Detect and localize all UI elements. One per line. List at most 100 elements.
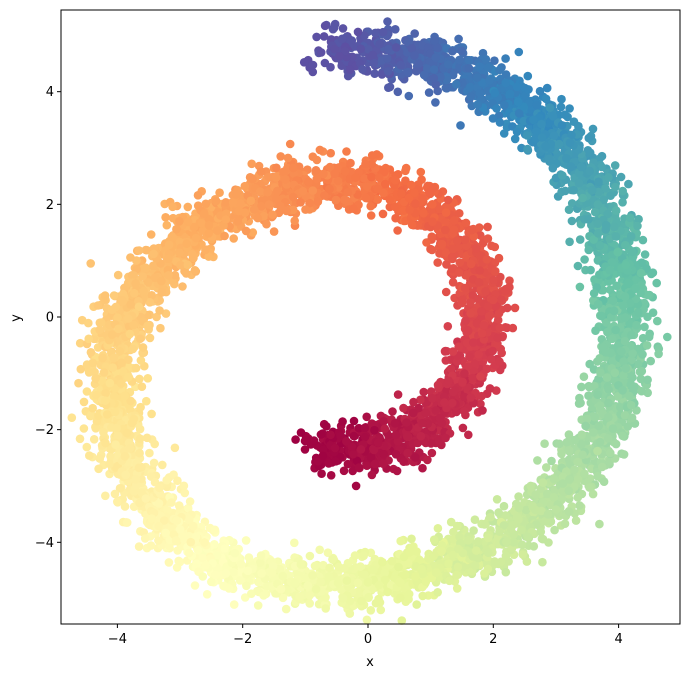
scatter-point	[466, 309, 476, 318]
scatter-point	[202, 590, 212, 599]
scatter-point	[412, 600, 422, 609]
scatter-point	[407, 534, 416, 544]
scatter-point	[440, 347, 450, 356]
scatter-point	[328, 555, 337, 564]
scatter-point	[558, 171, 567, 180]
scatter-point	[336, 431, 345, 441]
scatter-point	[597, 162, 606, 172]
scatter-point	[637, 366, 647, 376]
scatter-point	[84, 334, 93, 344]
scatter-point	[640, 322, 649, 332]
scatter-point	[137, 382, 147, 392]
scatter-point	[642, 341, 652, 350]
scatter-point	[366, 211, 376, 220]
scatter-point	[311, 166, 321, 175]
scatter-point	[494, 309, 504, 318]
scatter-point	[391, 213, 400, 223]
scatter-point	[101, 491, 110, 501]
scatter-point	[401, 166, 410, 176]
scatter-point	[565, 104, 574, 113]
scatter-point	[470, 561, 480, 570]
scatter-point	[584, 391, 593, 401]
scatter-point	[134, 542, 144, 551]
scatter-point	[320, 191, 329, 200]
scatter-point	[269, 227, 279, 236]
scatter-point	[313, 197, 323, 206]
scatter-point	[573, 493, 583, 502]
scatter-point	[396, 536, 406, 546]
scatter-point	[517, 525, 526, 535]
scatter-point	[115, 484, 125, 493]
scatter-point	[633, 359, 643, 369]
scatter-point	[76, 364, 86, 374]
scatter-point	[611, 206, 621, 215]
scatter-point	[414, 403, 424, 413]
scatter-point	[466, 92, 476, 101]
scatter-point	[342, 147, 351, 156]
scatter-point	[95, 325, 104, 335]
scatter-point	[142, 396, 151, 406]
scatter-point	[426, 439, 436, 448]
scatter-point	[632, 406, 641, 415]
scatter-point	[540, 439, 549, 449]
scatter-point	[501, 567, 511, 577]
scatter-point	[138, 343, 148, 352]
scatter-point	[367, 159, 377, 169]
scatter-point	[634, 214, 643, 224]
scatter-point	[547, 456, 556, 466]
scatter-point	[391, 25, 400, 34]
scatter-point	[339, 466, 349, 476]
scatter-point	[415, 555, 424, 565]
scatter-point	[422, 238, 431, 247]
scatter-point	[536, 527, 546, 537]
scatter-point	[179, 481, 189, 491]
scatter-point	[427, 245, 437, 255]
scatter-point	[484, 311, 494, 321]
scatter-point	[67, 413, 77, 423]
scatter-point	[483, 222, 492, 232]
scatter-point	[588, 489, 598, 499]
scatter-point	[136, 356, 146, 365]
scatter-point	[499, 501, 509, 511]
scatter-point	[496, 272, 505, 282]
scatter-point	[305, 599, 315, 608]
scatter-point	[338, 24, 348, 33]
scatter-point	[305, 198, 314, 208]
scatter-point	[637, 258, 646, 268]
scatter-point	[75, 338, 85, 348]
scatter-point	[448, 70, 458, 80]
scatter-point	[113, 497, 122, 507]
scatter-point	[379, 417, 389, 426]
scatter-point	[372, 194, 382, 204]
scatter-point	[441, 287, 451, 297]
scatter-point	[503, 303, 512, 313]
scatter-point	[392, 466, 402, 476]
scatter-point	[499, 521, 509, 530]
scatter-point	[135, 434, 145, 444]
scatter-point	[93, 301, 103, 310]
scatter-point	[281, 604, 291, 614]
scatter-point	[514, 47, 524, 57]
scatter-point	[399, 403, 408, 413]
scatter-point	[178, 282, 187, 291]
scatter-point	[149, 458, 159, 468]
scatter-point	[154, 499, 164, 508]
scatter-point	[446, 364, 456, 374]
scatter-point	[79, 424, 89, 433]
scatter-point	[441, 83, 451, 93]
scatter-point	[575, 235, 585, 244]
scatter-point	[441, 356, 451, 365]
scatter-point	[523, 71, 533, 81]
scatter-point	[360, 423, 370, 433]
scatter-point	[248, 228, 258, 237]
scatter-point	[388, 407, 397, 416]
scatter-point	[638, 235, 648, 245]
scatter-point	[359, 551, 369, 561]
scatter-point	[105, 459, 114, 469]
scatter-point	[646, 356, 655, 366]
scatter-point	[180, 488, 190, 498]
scatter-point	[94, 464, 103, 474]
scatter-point	[146, 230, 156, 239]
scatter-point	[533, 456, 542, 465]
scatter-point	[276, 152, 286, 161]
